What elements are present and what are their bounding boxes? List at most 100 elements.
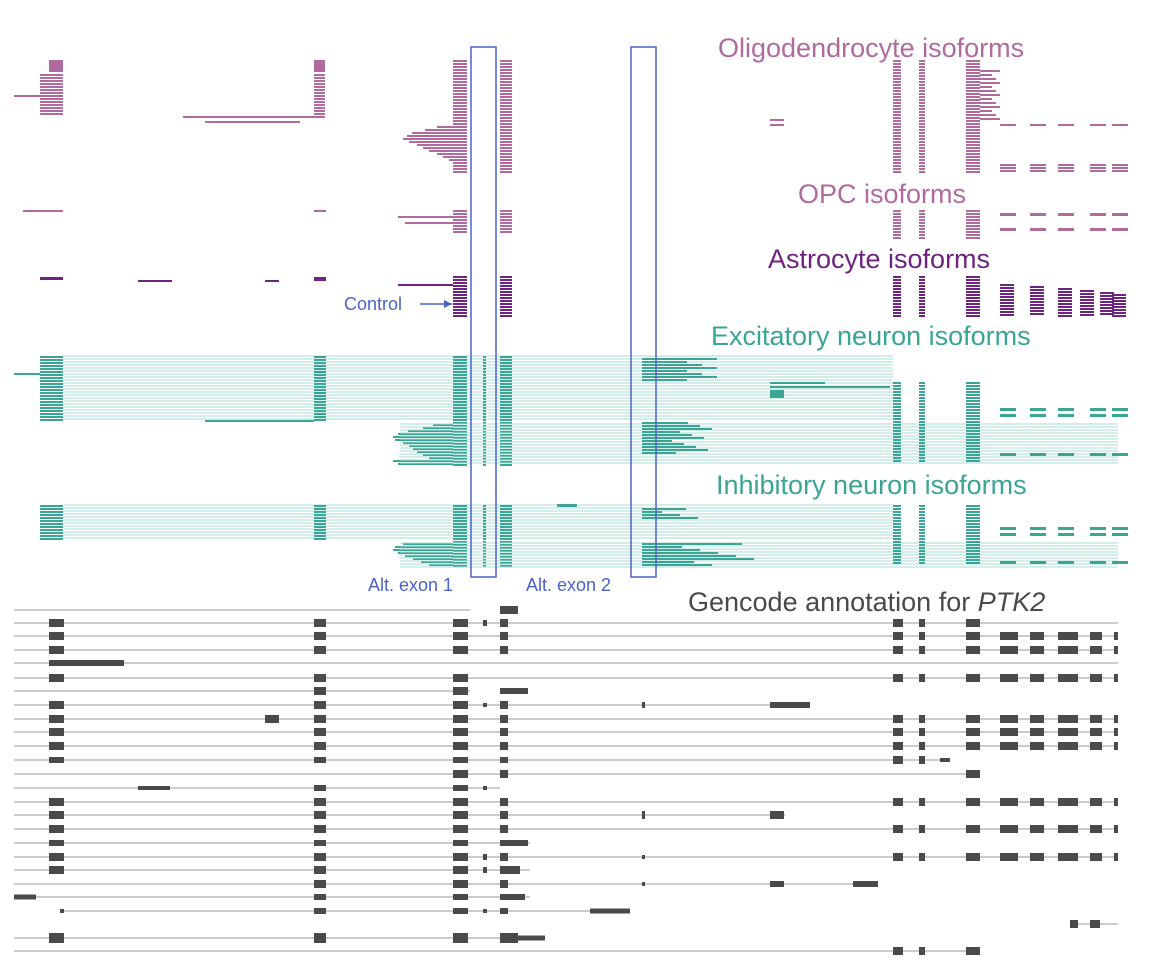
read-stack [500,368,512,370]
exon-block [314,715,326,723]
exon-block [1030,853,1044,861]
read-stack [1090,408,1106,411]
read-stack [453,365,467,367]
read-stack [919,297,925,299]
read-stack [453,288,467,290]
read-stack [453,90,467,92]
read-stack [966,282,980,284]
exon-block [893,715,903,723]
exon-block [453,632,468,640]
read-stack [893,69,901,71]
read-stack [966,312,980,314]
read-stack [1000,308,1014,310]
read-stack [40,386,63,388]
exon-block [1114,715,1118,723]
read-stack [919,135,925,137]
exon-block [1030,674,1044,682]
read-stack [1000,414,1016,417]
read-stack [314,532,326,534]
read-stack [893,415,901,417]
read-stack [1058,300,1072,302]
exon-block [893,853,903,861]
read-stack [893,111,901,113]
read-stack [919,394,925,396]
read-stack [893,556,901,558]
read-stack [500,315,512,317]
read-stack [919,523,925,525]
exon-block [1030,646,1044,654]
read-stack [966,454,980,456]
exon-block [265,715,279,723]
read-stack [1090,167,1106,169]
read-stack [919,102,925,104]
read-stack [500,413,512,415]
read-stack [453,297,467,299]
read-stack [966,120,980,122]
read-stack [966,171,980,173]
read-stack [483,410,486,412]
read-stack [893,84,901,86]
read-stack [1090,170,1106,172]
read-stack [1030,292,1044,294]
read-stack [314,389,326,391]
read-stack [455,162,467,164]
read-stack [893,508,901,510]
read-stack [453,517,467,519]
read-stack [966,66,980,68]
read-stack [40,413,63,415]
exon-block [1058,798,1078,806]
read-stack [500,544,512,546]
read-stack [966,394,980,396]
read-stack [453,443,467,445]
exon-block [893,947,903,955]
read-stack [40,356,63,358]
read-stack [1058,167,1074,169]
read-stack [40,101,63,103]
read-stack [893,150,901,152]
read-stack [919,541,925,543]
read-stack [980,74,992,76]
exon-block [314,757,326,763]
read-stack [1000,453,1016,456]
read-stack [919,424,925,426]
exon-block [453,853,468,861]
read-stack [1000,311,1014,313]
read-stack [966,63,980,65]
read-stack [1000,164,1016,166]
read-stack [893,529,901,531]
read-stack [966,553,980,555]
read-stack [919,409,925,411]
read-stack [453,371,467,373]
read-stack [893,75,901,77]
read-stack [893,297,901,299]
read-stack [453,111,467,113]
read-stack [314,410,326,412]
read-stack [919,412,925,414]
exon-block [483,909,487,913]
read-stack [453,210,467,212]
read-stack [1030,301,1044,303]
read-stack [453,276,467,278]
read-stack [483,458,486,460]
exon-block [49,674,64,682]
read-stack [893,234,901,236]
read-stack [500,404,512,406]
read-stack [453,294,467,296]
gencode-label-prefix: Gencode annotation for [688,587,978,617]
read-stack [1090,561,1106,564]
read-stack [453,87,467,89]
read-stack [919,216,925,218]
read-stack [893,439,901,441]
read-stack [893,451,901,453]
read-stack [40,526,63,528]
read-stack [453,437,467,439]
read-stack [919,219,925,221]
read-stack [500,362,512,364]
read-stack [893,210,901,212]
excitatory-neuron-isoform-track [14,355,1128,466]
read-stack [893,562,901,564]
read-stack [500,123,512,125]
read-stack [642,358,717,360]
read-stack [483,434,486,436]
read-stack [453,395,467,397]
